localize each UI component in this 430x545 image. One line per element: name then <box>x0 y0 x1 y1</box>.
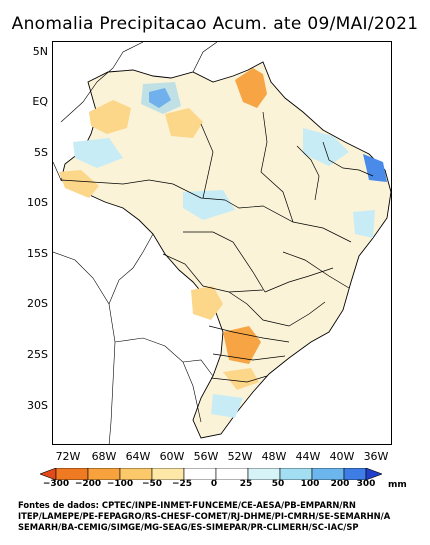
map-frame <box>52 41 392 445</box>
lightblue-anomaly-south <box>211 394 243 418</box>
colorbar-tick-50: 50 <box>271 479 285 489</box>
lon-label-40w: 40W <box>329 450 355 463</box>
data-sources: Fontes de dados: CPTEC/INPE-INMET-FUNCEM… <box>18 500 430 533</box>
lon-label-56w: 56W <box>193 450 219 463</box>
lat-label-15s: 15S <box>27 247 48 260</box>
colorbar-tick-m300: −300 <box>42 479 70 489</box>
lon-label-64w: 64W <box>125 450 151 463</box>
lightblue-anomaly-central <box>183 190 235 220</box>
colorbar-tick-200: 200 <box>330 479 350 489</box>
colorbar-tick-m100: −100 <box>106 479 134 489</box>
orange-anomaly-sc <box>223 368 259 390</box>
colorbar-tick-25: 25 <box>239 479 253 489</box>
lat-label-20s: 20S <box>27 297 48 310</box>
sources-line-3: SEMARH/BA-CEMIG/SIMGE/MG-SEAG/ES-SIMEPAR… <box>18 522 359 532</box>
lightblue-anomaly-northeast <box>303 128 349 166</box>
sources-line-2: ITEP/LAMEPE/PE-FEPAGRO/RS-CHESF-COMET/RJ… <box>18 511 391 521</box>
blue-anomaly-northeast <box>363 154 387 182</box>
colorbar-tick-m200: −200 <box>74 479 102 489</box>
colorbar-tick-100: 100 <box>300 479 320 489</box>
lightblue-anomaly-west <box>73 138 123 168</box>
colorbar-tick-300: 300 <box>356 479 376 489</box>
neighbour-borders <box>53 42 218 444</box>
colorbar-tick-m50: −50 <box>141 479 163 489</box>
lon-label-44w: 44W <box>295 450 321 463</box>
lightblue-anomaly-coast <box>353 210 375 238</box>
lat-label-5n: 5N <box>32 45 48 58</box>
lat-label-25s: 25S <box>27 348 48 361</box>
orange-anomaly-central <box>165 108 203 138</box>
brazil-anomaly-map <box>53 42 391 444</box>
colorbar-tick-0: 0 <box>210 479 218 489</box>
sources-line-1: Fontes de dados: CPTEC/INPE-INMET-FUNCEM… <box>18 500 356 510</box>
lon-label-72w: 72W <box>55 450 81 463</box>
lat-label-30s: 30S <box>27 399 48 412</box>
lat-label-10s: 10S <box>27 196 48 209</box>
orange-anomaly-north <box>235 68 267 108</box>
state-borders <box>60 111 374 383</box>
map-title: Anomalia Precipitacao Acum. ate 09/MAI/2… <box>11 14 419 34</box>
orange-anomaly-west <box>59 170 99 198</box>
orange-anomaly-southwest <box>191 286 223 320</box>
colorbar-unit: mm <box>388 480 407 490</box>
lat-label-5s: 5S <box>34 146 48 159</box>
colorbar <box>40 468 382 480</box>
lon-label-60w: 60W <box>159 450 185 463</box>
colorbar-right-arrow <box>365 468 382 480</box>
lon-label-68w: 68W <box>91 450 117 463</box>
colorbar-tick-m25: −25 <box>171 479 193 489</box>
lon-label-36w: 36W <box>363 450 389 463</box>
lat-label-eq: EQ <box>32 95 48 108</box>
lon-label-48w: 48W <box>261 450 287 463</box>
lightblue-anomaly-amazon <box>141 82 181 114</box>
lon-label-52w: 52W <box>227 450 253 463</box>
orange-anomaly-amazon <box>89 100 131 134</box>
